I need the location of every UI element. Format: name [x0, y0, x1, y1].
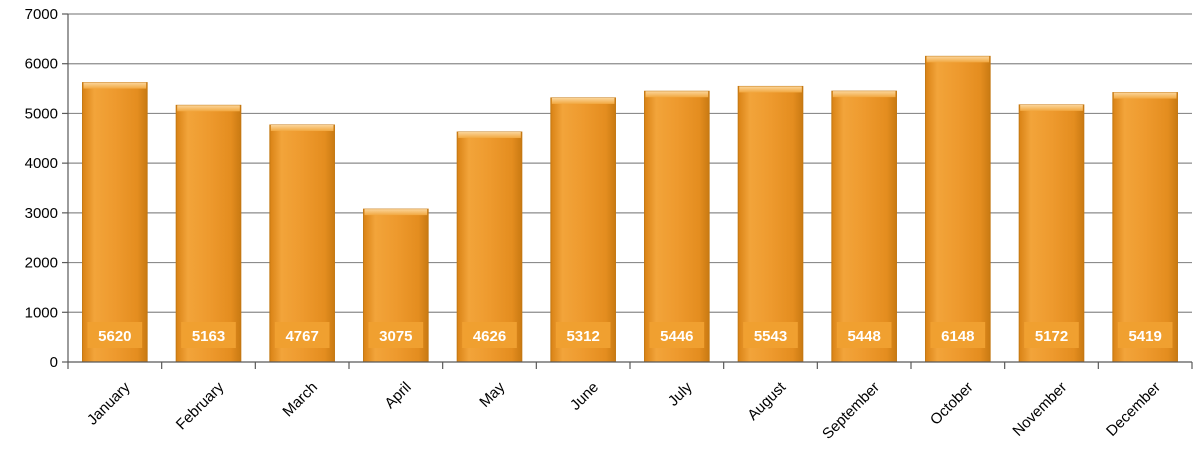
gridlines [68, 13, 1192, 313]
y-tick-label: 0 [50, 354, 58, 371]
data-label-box [1024, 322, 1079, 348]
x-category-label: June [567, 379, 602, 414]
data-label-box [836, 322, 892, 348]
data-label-box [87, 322, 143, 348]
x-category-label: April [381, 379, 414, 412]
bar-february: 5163 [175, 104, 242, 363]
data-label-box [555, 322, 611, 348]
bar-september: 5448 [831, 90, 897, 363]
bar-body [550, 97, 616, 363]
bar-highlight [1113, 92, 1177, 99]
bar-may: 4626 [456, 131, 523, 363]
bar-body [1112, 92, 1178, 363]
x-category-label: December [1103, 379, 1164, 440]
y-tick-label: 1000 [25, 304, 58, 321]
data-label: 5172 [1035, 328, 1068, 345]
x-category-label: September [819, 379, 883, 443]
bar-body [737, 85, 804, 363]
data-label-box [1117, 322, 1173, 348]
bar-body [82, 82, 148, 363]
data-label: 5543 [754, 328, 787, 345]
y-axis-tick-labels: 0 1000 2000 3000 4000 5000 6000 7000 [25, 6, 69, 371]
bar-highlight [645, 91, 709, 98]
bars: 5620 5163 4767 3075 4626 5312 5446 5543 5448 6148… [82, 55, 1178, 363]
x-category-label: October [927, 379, 977, 429]
data-label: 4767 [285, 328, 318, 345]
x-axis-category-labels: January February March April May June July Augu… [84, 378, 1164, 442]
data-label-box [743, 322, 798, 348]
bar-november: 5172 [1018, 104, 1085, 363]
data-label: 5620 [98, 328, 131, 345]
bar-body [644, 90, 710, 363]
x-category-label: March [279, 379, 320, 420]
y-tick-label: 5000 [25, 105, 58, 122]
bar-highlight [926, 56, 990, 63]
bar-october: 6148 [925, 55, 991, 363]
x-axis [67, 361, 1193, 369]
data-label-box [181, 322, 236, 348]
bar-highlight [739, 86, 802, 93]
bar-january: 5620 [82, 82, 148, 363]
data-label: 5419 [1128, 328, 1161, 345]
bar-august: 5543 [737, 85, 804, 363]
x-category-label: July [665, 378, 696, 409]
y-tick-label: 3000 [25, 205, 58, 222]
x-category-label: November [1009, 379, 1070, 440]
x-category-label: January [84, 378, 134, 428]
bar-highlight [83, 82, 147, 89]
y-tick-label: 6000 [25, 56, 58, 73]
data-label: 5448 [847, 328, 880, 345]
bar-highlight [551, 97, 615, 104]
data-label: 6148 [941, 328, 974, 345]
bar-december: 5419 [1112, 92, 1178, 363]
data-label: 4626 [473, 328, 506, 345]
data-label: 5163 [192, 328, 225, 345]
bar-highlight [270, 125, 334, 132]
bar-highlight [458, 132, 521, 139]
data-label-box [930, 322, 986, 348]
bar-highlight [364, 209, 428, 216]
bar-body [925, 55, 991, 363]
y-tick-label: 2000 [25, 255, 58, 272]
data-label-box [274, 322, 330, 348]
bar-body [831, 90, 897, 363]
x-category-label: May [476, 378, 508, 410]
bar-highlight [177, 105, 240, 112]
x-category-label: August [744, 378, 790, 424]
bar-june: 5312 [550, 97, 616, 363]
data-label: 3075 [379, 328, 412, 345]
data-label: 5312 [566, 328, 599, 345]
bar-july: 5446 [644, 90, 710, 363]
data-label: 5446 [660, 328, 693, 345]
bar-body [1018, 104, 1085, 363]
data-label-box [649, 322, 705, 348]
bar-march: 4767 [269, 124, 335, 363]
y-tick-label: 7000 [25, 6, 58, 23]
y-tick-label: 4000 [25, 155, 58, 172]
data-label-box [368, 322, 424, 348]
x-category-label: February [173, 378, 228, 433]
bar-highlight [1020, 104, 1083, 111]
bar-highlight [832, 91, 896, 98]
data-label-box [462, 322, 517, 348]
bar-april: 3075 [363, 208, 429, 363]
